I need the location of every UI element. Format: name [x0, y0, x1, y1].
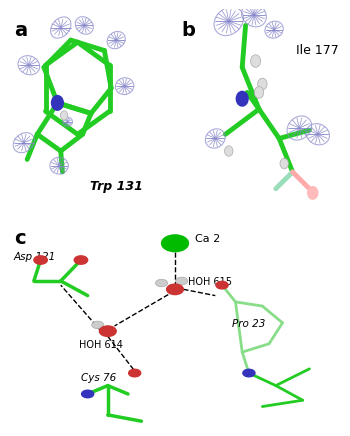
Text: Cys 76: Cys 76	[81, 373, 116, 383]
Circle shape	[254, 87, 264, 98]
Text: Ile 177: Ile 177	[296, 44, 339, 57]
Circle shape	[176, 277, 188, 285]
Circle shape	[99, 326, 116, 337]
Circle shape	[225, 146, 233, 156]
Circle shape	[243, 369, 255, 377]
Circle shape	[92, 321, 104, 329]
Circle shape	[61, 111, 68, 120]
Circle shape	[162, 235, 188, 252]
Text: Asp 121: Asp 121	[14, 252, 56, 262]
Circle shape	[216, 281, 228, 289]
Circle shape	[236, 92, 248, 106]
Circle shape	[167, 284, 183, 295]
Circle shape	[280, 158, 288, 169]
Circle shape	[34, 256, 47, 264]
Circle shape	[258, 78, 267, 90]
Text: a: a	[14, 21, 27, 40]
Circle shape	[308, 187, 318, 199]
Text: Trp 131: Trp 131	[90, 180, 143, 193]
Circle shape	[155, 279, 168, 287]
Circle shape	[129, 369, 141, 377]
Text: Pro 23: Pro 23	[232, 319, 266, 329]
Circle shape	[74, 256, 88, 264]
Circle shape	[82, 390, 94, 398]
Circle shape	[51, 95, 63, 110]
Text: c: c	[14, 228, 25, 248]
Text: b: b	[182, 21, 196, 40]
Text: HOH 614: HOH 614	[79, 340, 123, 350]
Text: HOH 615: HOH 615	[188, 277, 232, 287]
Text: Ca 2: Ca 2	[195, 234, 220, 244]
Circle shape	[251, 55, 261, 67]
